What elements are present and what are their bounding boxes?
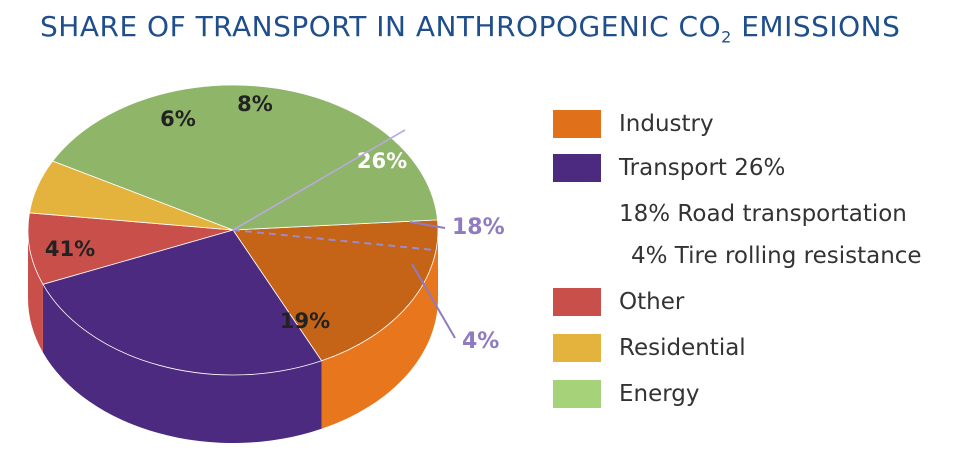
legend-label-other: Other (619, 289, 685, 315)
legend-sub-road: 18% Road transportation (619, 201, 907, 227)
legend-swatch-residential (553, 334, 601, 362)
legend-swatch-other (553, 288, 601, 316)
pie-side-other (28, 230, 43, 353)
title-subscript: 2 (721, 27, 732, 47)
pie-slice-transport (42, 229, 323, 376)
callout-line-tire (411, 263, 456, 339)
pie-slice-energy (52, 84, 438, 231)
title-end: EMISSIONS (731, 10, 901, 43)
pie-slice-other (27, 212, 234, 285)
slice-label-energy: 41% (45, 237, 95, 261)
pie-side-industry (321, 230, 438, 429)
legend-label-energy: Energy (619, 381, 700, 407)
transport-split-dashed-line (232, 229, 437, 252)
legend-sub-tire: 4% Tire rolling resistance (631, 243, 922, 269)
callout-label-road: 18% (452, 215, 505, 240)
legend-swatch-transport (553, 154, 601, 182)
pie-slice-industry (232, 219, 439, 362)
pie-side-transport (42, 284, 322, 443)
legend-label-residential: Residential (619, 335, 746, 361)
title-main: SHARE OF TRANSPORT IN ANTHROPOGENIC CO (40, 10, 722, 43)
callout-line-road (409, 221, 446, 229)
legend-swatch-energy (553, 380, 601, 408)
slice-label-other: 8% (237, 92, 273, 116)
transport-leader-line (232, 129, 406, 231)
slice-label-residential: 6% (160, 107, 196, 131)
callout-label-tire: 4% (462, 329, 499, 354)
slice-label-transport: 26% (357, 149, 407, 173)
slice-label-industry: 19% (280, 309, 330, 333)
pie-chart: 19% 26% 8% 6% 41% 18% 4% (27, 84, 505, 443)
chart-title: SHARE OF TRANSPORT IN ANTHROPOGENIC CO2 … (40, 10, 900, 47)
legend-swatch-industry (553, 110, 601, 138)
legend-label-industry: Industry (619, 111, 714, 137)
legend-label-transport: Transport 26% (619, 155, 786, 181)
